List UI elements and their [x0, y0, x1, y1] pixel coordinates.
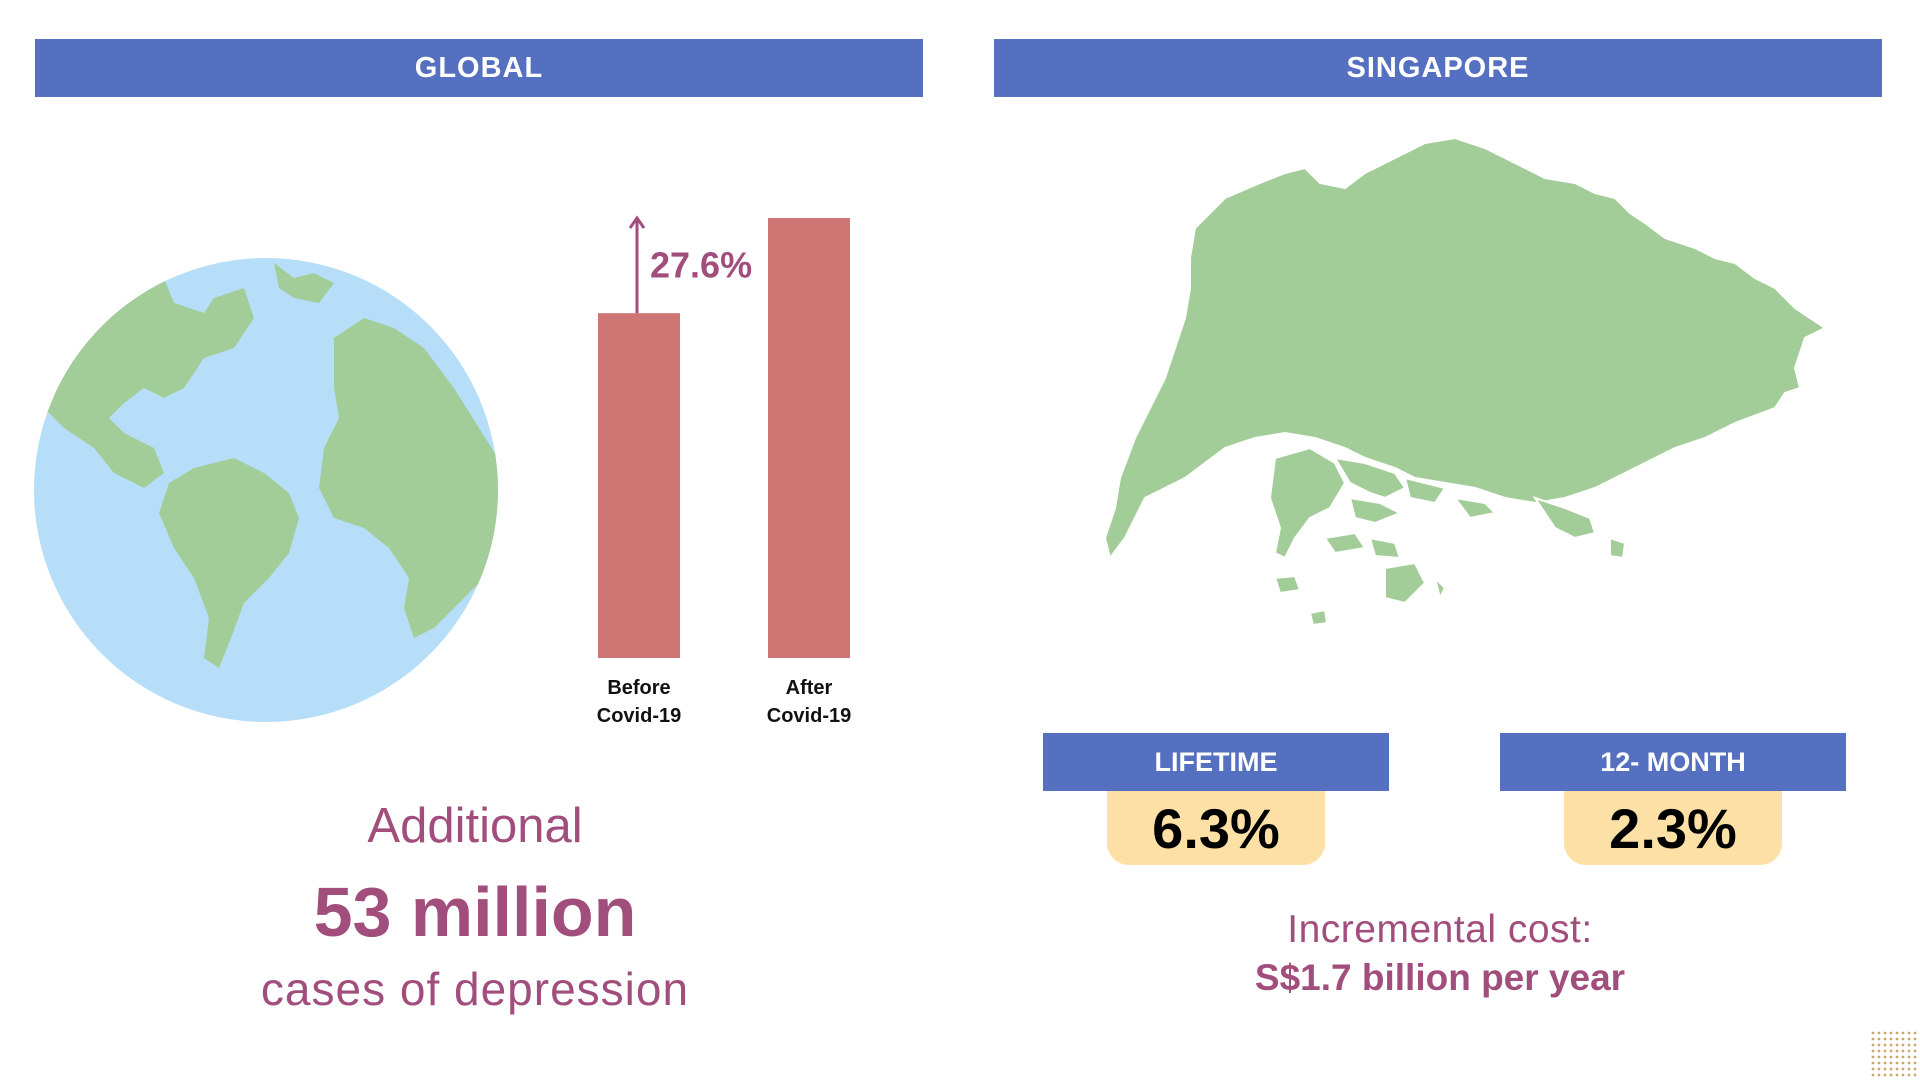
decorative-dot-grid — [1871, 1031, 1917, 1077]
category-label: After — [786, 677, 833, 699]
lifetime-header: LIFETIME — [1043, 733, 1389, 791]
cases-caption: cases of depression — [260, 963, 690, 1015]
incremental-cost-value: S$1.7 billion per year — [1254, 957, 1626, 998]
singapore-map-icon — [1103, 138, 1827, 627]
twelve-month-header: 12- MONTH — [1500, 733, 1846, 791]
bar-before — [598, 313, 680, 658]
bar-after — [768, 218, 850, 658]
category-label: Covid-19 — [597, 705, 681, 727]
twelve-month-value: 2.3% — [1564, 791, 1782, 865]
earth-globe-icon — [34, 258, 498, 722]
incremental-cost-label: Incremental cost: — [1287, 908, 1593, 951]
singapore-section-header: SINGAPORE — [994, 39, 1882, 97]
increase-arrow-head — [628, 215, 646, 229]
depression-bar-chart: 27.6% Before Covid-19 After Covid-19 — [597, 215, 851, 727]
additional-label: Additional — [367, 799, 583, 853]
lifetime-value: 6.3% — [1107, 791, 1325, 865]
increase-percent-label: 27.6% — [650, 245, 752, 286]
category-label: Before — [607, 677, 670, 699]
category-label: Covid-19 — [767, 705, 851, 727]
global-section-header: GLOBAL — [35, 39, 923, 97]
cases-count: 53 million — [313, 873, 637, 951]
